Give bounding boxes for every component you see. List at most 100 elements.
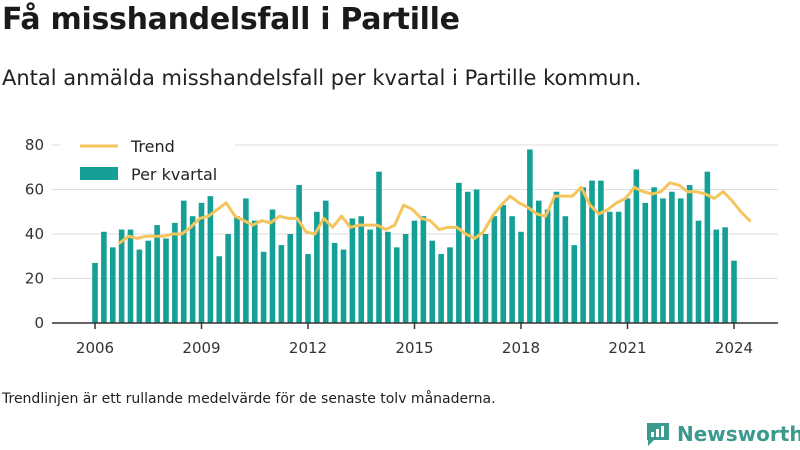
bar — [109, 247, 116, 323]
bar — [189, 216, 196, 323]
bar — [367, 229, 373, 323]
x-tick-label: 2012 — [289, 339, 327, 357]
y-tick-label: 0 — [34, 314, 44, 332]
bar — [456, 182, 462, 323]
bar — [589, 180, 595, 323]
bar — [562, 216, 569, 323]
bar — [509, 216, 515, 323]
bar — [660, 198, 666, 323]
legend-label-per-kvartal: Per kvartal — [131, 165, 217, 184]
bar — [713, 229, 720, 323]
x-tick-label: 2015 — [395, 339, 433, 357]
bar — [500, 205, 507, 323]
bar — [92, 262, 98, 323]
chart-title: Få misshandelsfall i Partille — [2, 2, 460, 37]
bar — [376, 171, 382, 323]
bar — [482, 234, 489, 323]
bar — [615, 211, 622, 323]
x-tick-label: 2018 — [502, 339, 540, 357]
bar — [136, 249, 143, 323]
bar — [251, 220, 258, 323]
legend-label-trend: Trend — [130, 137, 175, 156]
bar — [198, 202, 205, 323]
bar — [518, 231, 524, 323]
bar — [180, 200, 187, 323]
bar — [358, 216, 365, 323]
bar-series-per-kvartal — [92, 149, 737, 323]
bar — [340, 249, 347, 323]
bar — [464, 191, 471, 323]
bar — [349, 218, 356, 323]
bar — [580, 187, 586, 323]
bar — [216, 256, 223, 323]
bar — [722, 227, 728, 323]
bar — [163, 238, 169, 323]
bar — [207, 196, 214, 323]
bar — [322, 200, 329, 323]
x-tick-label: 2021 — [608, 339, 646, 357]
brand-name: Newsworthy — [677, 422, 800, 446]
x-tick-label: 2009 — [182, 339, 220, 357]
bar — [305, 254, 311, 323]
brand-logo: Newsworthy — [644, 419, 800, 449]
bar — [101, 231, 107, 323]
bar — [393, 247, 400, 323]
x-tick-label: 2024 — [715, 339, 753, 357]
bar — [642, 202, 649, 323]
bar — [473, 189, 480, 323]
legend-swatch-per-kvartal — [80, 167, 118, 180]
bar — [420, 216, 427, 323]
bar — [704, 171, 711, 323]
bar — [314, 211, 320, 323]
y-tick-label: 80 — [25, 136, 44, 154]
bar — [447, 247, 453, 323]
bar — [287, 234, 294, 323]
bar — [544, 209, 551, 323]
y-tick-label: 40 — [25, 225, 44, 243]
bar — [438, 254, 444, 323]
bar — [402, 234, 409, 323]
footnote: Trendlinjen är ett rullande medelvärde f… — [2, 391, 496, 407]
bar — [154, 225, 160, 323]
bar — [331, 242, 338, 323]
bar — [385, 231, 391, 323]
bar — [598, 180, 604, 323]
bar — [429, 240, 436, 323]
trend-series — [118, 181, 752, 245]
bar — [118, 229, 125, 323]
bar — [731, 260, 737, 323]
bar — [234, 216, 240, 323]
y-tick-label: 60 — [25, 181, 44, 199]
bar — [278, 245, 285, 323]
bar — [269, 209, 276, 323]
bar — [695, 220, 702, 323]
bar — [225, 234, 231, 323]
bar-chart: 0 20 40 60 80 2006 2009 2012 2015 2018 2021 2024 Tr… — [25, 127, 778, 357]
bar — [243, 198, 249, 323]
bar — [606, 211, 613, 323]
bar — [669, 191, 675, 323]
bar — [127, 229, 134, 323]
chart-subtitle: Antal anmälda misshandelsfall per kvarta… — [2, 66, 642, 90]
bar — [172, 222, 178, 323]
trend-line — [118, 181, 752, 245]
axes: 0 20 40 60 80 2006 2009 2012 2015 2018 2021 2024 — [25, 136, 778, 357]
bar — [260, 251, 267, 323]
bar — [296, 185, 302, 323]
bar — [686, 185, 693, 323]
bar — [633, 169, 640, 323]
bar — [553, 191, 560, 323]
bar — [624, 198, 631, 323]
bar — [527, 149, 533, 323]
bar — [491, 216, 498, 323]
bar — [571, 245, 578, 323]
bar — [535, 200, 542, 323]
bar — [411, 220, 418, 323]
bar — [145, 240, 152, 323]
newsworthy-logo-icon — [647, 423, 669, 446]
bar — [677, 198, 684, 323]
legend: Trend Per kvartal — [60, 127, 235, 187]
y-tick-label: 20 — [25, 270, 44, 288]
x-tick-label: 2006 — [76, 339, 114, 357]
bar — [651, 187, 657, 323]
